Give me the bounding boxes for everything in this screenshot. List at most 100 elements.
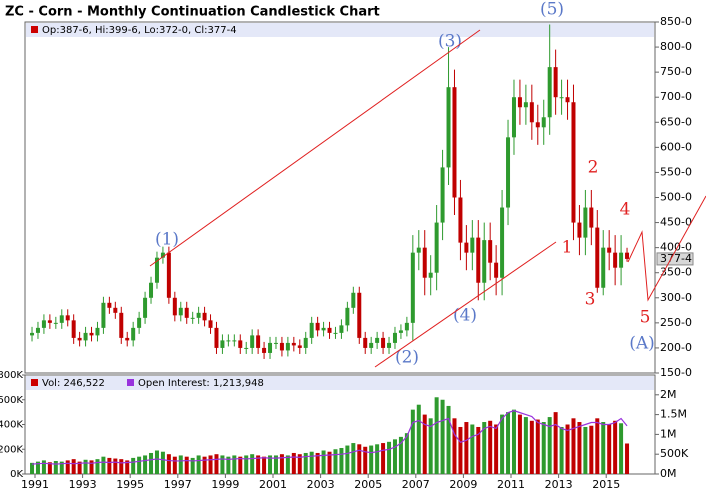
volume-bar <box>535 419 540 474</box>
legend-text: Open Interest: 1,213,948 <box>138 378 264 389</box>
volume-bar <box>345 445 350 474</box>
volume-bar <box>214 454 219 474</box>
volume-bar <box>517 414 522 474</box>
volume-bar <box>226 456 231 474</box>
y-tick-label: 800-0 <box>660 40 692 53</box>
x-tick-label: 1993 <box>69 478 97 491</box>
candle-body <box>488 240 493 263</box>
candle-body <box>131 327 136 341</box>
candle-body <box>77 337 82 341</box>
volume-bar <box>440 399 445 474</box>
wave-label: 1 <box>562 238 573 258</box>
candle-body <box>494 262 499 278</box>
y-tick-label: 400-0 <box>660 241 692 254</box>
volume-bar <box>137 456 142 474</box>
volume-bar <box>613 420 618 474</box>
candle-body <box>571 102 576 223</box>
volume-bar <box>375 444 380 474</box>
trend-lines <box>149 29 706 368</box>
x-tick-label: 2013 <box>545 478 573 491</box>
volume-bar <box>416 404 421 474</box>
candle-body <box>95 327 100 336</box>
volume-bar <box>410 409 415 474</box>
y-tick-label: 150-0 <box>660 366 692 379</box>
candle-body <box>220 340 225 348</box>
candle-body <box>190 317 195 319</box>
volume-bar <box>404 433 409 474</box>
y2-tick-label: 500K <box>660 447 689 460</box>
volume-bar <box>178 455 183 474</box>
candle-body <box>107 302 112 308</box>
x-tick-label: 1995 <box>116 478 144 491</box>
volume-bar <box>166 454 171 474</box>
wave-label: 5 <box>640 308 651 328</box>
volume-bar <box>547 417 552 474</box>
candle-body <box>184 307 189 318</box>
candle-body <box>434 222 439 273</box>
volume-bar <box>434 397 439 474</box>
candle-body <box>309 322 314 338</box>
candle-body <box>238 340 243 348</box>
volume-bar <box>190 457 195 474</box>
volume-bar <box>363 446 368 474</box>
y-tick-label: 250-0 <box>660 316 692 329</box>
candle-body <box>470 237 475 253</box>
last-price-label: 377-4 <box>660 252 692 265</box>
volume-bar <box>196 455 201 474</box>
y2-tick-label: 1.5M <box>660 408 687 421</box>
y2-tick-label: 2M <box>660 388 677 401</box>
candle-body <box>226 340 231 342</box>
candle-body <box>410 252 415 323</box>
volume-bar <box>143 455 148 474</box>
volume-bar <box>41 460 46 474</box>
volume-legend-band <box>26 376 654 390</box>
y-tick-label: 200K <box>0 444 23 455</box>
candle-body <box>160 252 165 258</box>
candle-body <box>268 342 273 353</box>
x-tick-label: 1991 <box>21 478 49 491</box>
y-tick-label: 200-0 <box>660 341 692 354</box>
volume-bar <box>47 462 52 474</box>
price-legend-band <box>26 23 654 37</box>
candle-body <box>327 327 332 333</box>
wave-label: (2) <box>395 348 419 368</box>
y-tick-label: 700-0 <box>660 90 692 103</box>
candle-body <box>583 207 588 238</box>
wave-label: (A) <box>629 334 655 354</box>
volume-bar <box>529 420 534 474</box>
volume-bar <box>458 426 463 474</box>
volume-bar <box>131 457 136 474</box>
candle-body <box>119 312 124 338</box>
y-tick-label: 850-0 <box>660 15 692 28</box>
candle-body <box>541 117 546 128</box>
candle-body <box>333 332 338 334</box>
volume-bar <box>619 423 624 474</box>
y-tick-label: 300-0 <box>660 291 692 304</box>
candle-body <box>404 322 409 331</box>
volume-bar <box>268 455 273 474</box>
candle-body <box>196 312 201 318</box>
candle-body <box>250 335 255 348</box>
volume-bar <box>541 422 546 474</box>
volume-bar <box>89 460 94 474</box>
y-tick-label: 0K <box>10 469 23 480</box>
legend-swatch <box>31 26 38 33</box>
candle-body <box>416 247 421 253</box>
volume-bar <box>387 441 392 474</box>
volume-bar <box>101 456 106 474</box>
volume-bar <box>446 405 451 474</box>
y-tick-label: 600K <box>0 395 23 406</box>
volume-bar <box>476 426 481 474</box>
candle-body <box>101 302 106 328</box>
volume-bar <box>595 418 600 474</box>
volume-bar <box>95 459 100 474</box>
volume-bar <box>464 422 469 474</box>
candle-body <box>506 137 511 208</box>
x-tick-label: 2009 <box>449 478 477 491</box>
wave-label: (3) <box>438 32 462 52</box>
candle-body <box>625 252 630 259</box>
volume-bar <box>381 443 386 474</box>
volume-bar <box>232 455 237 474</box>
candle-body <box>149 282 154 298</box>
